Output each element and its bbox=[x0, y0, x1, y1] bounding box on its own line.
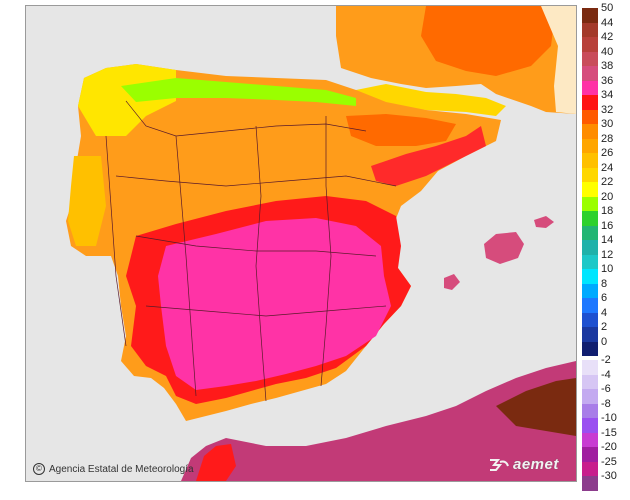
legend-swatch-pos-8 bbox=[582, 124, 598, 139]
legend-swatch-pos-9 bbox=[582, 138, 598, 153]
legend-swatch-pos-20 bbox=[582, 298, 598, 313]
legend-swatch-pos-7 bbox=[582, 109, 598, 124]
legend-swatch-pos-10 bbox=[582, 153, 598, 168]
ebro-zone bbox=[346, 114, 456, 146]
legend-label-neg-1: -4 bbox=[601, 368, 611, 381]
credit-text: Agencia Estatal de Meteorología bbox=[49, 463, 194, 475]
legend-swatch-neg-1 bbox=[582, 374, 598, 389]
legend-label-neg-4: -10 bbox=[601, 412, 617, 424]
legend-label-pos-6: 34 bbox=[601, 89, 614, 101]
legend-swatch-neg-3 bbox=[582, 403, 598, 418]
legend-label-pos-3: 40 bbox=[601, 45, 614, 58]
legend-label-pos-11: 24 bbox=[601, 161, 614, 174]
legend-label-pos-8: 30 bbox=[601, 118, 614, 130]
legend-swatch-pos-6 bbox=[582, 95, 598, 110]
legend-swatch-neg-7 bbox=[582, 461, 598, 476]
legend-label-pos-4: 38 bbox=[601, 60, 614, 72]
legend-label-pos-15: 16 bbox=[601, 219, 614, 232]
north-africa-red bbox=[196, 444, 236, 481]
hot-ne-zone bbox=[371, 126, 486, 186]
legend-label-pos-9: 28 bbox=[601, 132, 614, 145]
legend-label-pos-14: 18 bbox=[601, 205, 614, 217]
aemet-logo-icon bbox=[490, 458, 509, 471]
legend-label-pos-23: 0 bbox=[601, 335, 608, 348]
legend-label-pos-17: 12 bbox=[601, 248, 614, 261]
legend-swatch-pos-2 bbox=[582, 37, 598, 52]
north-africa-hot bbox=[496, 378, 576, 436]
legend-swatch-pos-0 bbox=[582, 8, 598, 23]
legend-label-pos-21: 4 bbox=[601, 306, 608, 319]
legend-label-neg-6: -20 bbox=[601, 441, 617, 453]
legend-label-pos-7: 32 bbox=[601, 103, 614, 116]
legend-label-pos-13: 20 bbox=[601, 190, 614, 203]
legend-label-neg-3: -8 bbox=[601, 397, 611, 410]
province-borders bbox=[105, 100, 397, 402]
logo-text: aemet bbox=[513, 456, 559, 473]
north-africa-land bbox=[181, 361, 576, 481]
legend-label-neg-7: -25 bbox=[601, 455, 617, 468]
legend-label-pos-16: 14 bbox=[601, 234, 614, 246]
legend-swatch-pos-15 bbox=[582, 225, 598, 240]
legend-swatch-neg-4 bbox=[582, 418, 598, 433]
legend-swatch-pos-5 bbox=[582, 80, 598, 95]
portugal-coast-zone bbox=[68, 156, 106, 246]
legend-swatch-pos-22 bbox=[582, 327, 598, 342]
temperature-legend: 50 44 42 40 38 36 34 32 30 28 26 24 22 20 18 16 14 12 10 8 6… bbox=[582, 3, 628, 491]
legend-swatch-neg-8 bbox=[582, 476, 598, 491]
legend-label-pos-12: 22 bbox=[601, 176, 614, 188]
legend-swatch-pos-17 bbox=[582, 254, 598, 269]
ibiza bbox=[444, 274, 460, 290]
mallorca bbox=[484, 232, 524, 264]
legend-swatch-pos-16 bbox=[582, 240, 598, 255]
legend-swatch-pos-3 bbox=[582, 51, 598, 66]
france-far-area bbox=[541, 6, 576, 114]
legend-label-pos-5: 36 bbox=[601, 74, 614, 87]
legend-label-pos-19: 8 bbox=[601, 277, 608, 290]
legend-label-pos-18: 10 bbox=[601, 263, 614, 275]
temperature-map bbox=[25, 5, 577, 482]
credit: © Agencia Estatal de Meteorología bbox=[33, 463, 194, 475]
legend-label-pos-10: 26 bbox=[601, 147, 614, 159]
france-hot-area bbox=[421, 6, 556, 76]
legend-swatch-pos-12 bbox=[582, 182, 598, 197]
cantabrian-zone bbox=[121, 78, 356, 106]
legend-swatch-pos-21 bbox=[582, 312, 598, 327]
legend-label-pos-20: 6 bbox=[601, 292, 608, 304]
legend-swatch-neg-2 bbox=[582, 389, 598, 404]
pyrenees-zone bbox=[356, 84, 506, 116]
aemet-logo: aemet bbox=[488, 456, 559, 473]
legend-label-pos-2: 42 bbox=[601, 31, 614, 43]
legend-label-neg-8: -30 bbox=[601, 470, 617, 482]
legend-swatch-pos-18 bbox=[582, 269, 598, 284]
copyright-icon: © bbox=[33, 463, 45, 475]
legend-swatch-pos-14 bbox=[582, 211, 598, 226]
legend-swatch-pos-4 bbox=[582, 66, 598, 81]
legend-label-neg-0: -2 bbox=[601, 354, 611, 366]
legend-label-neg-5: -15 bbox=[601, 426, 617, 439]
legend-swatch-pos-23 bbox=[582, 341, 598, 356]
legend-swatch-neg-5 bbox=[582, 432, 598, 447]
legend-label-pos-22: 2 bbox=[601, 321, 608, 333]
legend-swatch-pos-13 bbox=[582, 196, 598, 211]
legend-swatch-neg-6 bbox=[582, 447, 598, 462]
map-canvas bbox=[26, 6, 576, 481]
very-hot-zone bbox=[158, 218, 391, 390]
legend-swatch-pos-11 bbox=[582, 167, 598, 182]
legend-label-pos-0: 50 bbox=[601, 2, 614, 14]
legend-swatch-pos-1 bbox=[582, 22, 598, 37]
legend-label-neg-2: -6 bbox=[601, 383, 611, 395]
legend-label-pos-1: 44 bbox=[601, 16, 614, 29]
legend-swatch-neg-0 bbox=[582, 360, 598, 375]
legend-swatch-pos-19 bbox=[582, 283, 598, 298]
menorca bbox=[534, 216, 554, 228]
